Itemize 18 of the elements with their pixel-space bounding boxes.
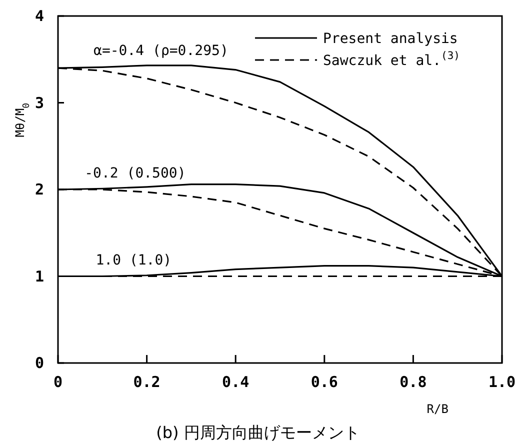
x-axis-title: R/B (426, 402, 448, 416)
annotation: 1.0 (1.0) (96, 252, 172, 268)
y-tick-label: 4 (34, 7, 44, 25)
x-tick-label: 0.2 (133, 373, 160, 391)
x-tick-label: 0 (53, 373, 63, 391)
y-tick-label: 2 (34, 180, 44, 198)
y-tick-label: 1 (34, 267, 44, 286)
legend-label: Present analysis (323, 31, 458, 47)
x-tick-label: 0.4 (222, 373, 250, 391)
x-tick-label: 1.0 (488, 373, 515, 391)
x-tick-label: 0.8 (400, 373, 427, 391)
y-tick-label: 0 (34, 354, 44, 372)
legend-label: Sawczuk et al.$^{(3)}$ (323, 50, 460, 69)
x-tick-label: 0.6 (310, 373, 338, 391)
annotation: α=-0.4 (ρ=0.295) (94, 43, 228, 60)
annotation: -0.2 (0.500) (84, 166, 186, 182)
y-tick-label: 3 (34, 94, 44, 112)
text: (b) 円周方向曲げモーメント (156, 423, 360, 442)
